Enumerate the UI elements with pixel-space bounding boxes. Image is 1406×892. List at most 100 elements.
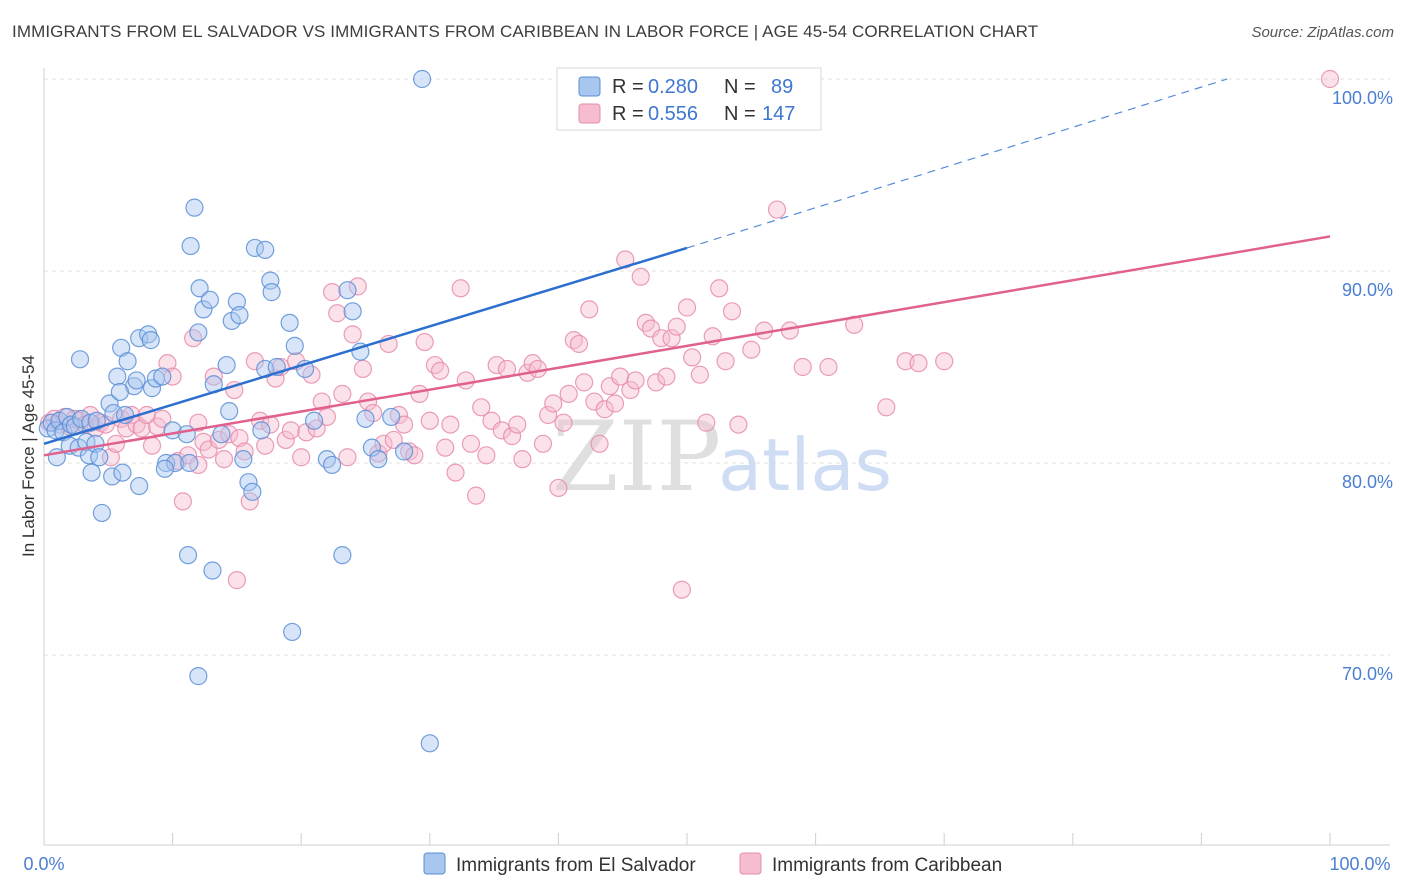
blue-point-84 <box>356 409 375 428</box>
blue-point-40 <box>166 453 185 473</box>
blue-point-45 <box>181 236 200 256</box>
watermark-atlas: atlas <box>718 423 892 507</box>
blue-point-54 <box>217 355 236 375</box>
blue-point-71 <box>283 622 302 642</box>
blue-point-49 <box>194 300 213 319</box>
pink-point-28 <box>184 329 203 348</box>
pink-point-131 <box>722 302 742 321</box>
pink-point-85 <box>477 446 496 465</box>
pink-point-110 <box>605 394 625 413</box>
blue-point-34 <box>82 463 101 482</box>
watermark-zip: ZIP <box>552 401 721 513</box>
legend-swatch-blue <box>578 76 601 97</box>
blue-point-78 <box>343 302 362 321</box>
pink-point-77 <box>436 438 455 457</box>
blue-point-81 <box>369 450 388 469</box>
legend-n-label-1: N = <box>724 76 756 98</box>
blue-point-88 <box>92 503 111 523</box>
blue-point-37 <box>130 476 149 496</box>
blue-point-43 <box>178 546 198 565</box>
pink-point-92 <box>513 450 532 469</box>
pink-point-73 <box>415 332 434 352</box>
blue-point-46 <box>180 453 199 473</box>
legend-n-value-1: 89 <box>771 76 793 98</box>
legend: R = 0.280 N = 89 R = 0.556 N = 147 <box>556 67 822 131</box>
blue-point-47 <box>190 279 209 298</box>
blue-point-52 <box>203 561 222 580</box>
blue-point-44 <box>185 198 204 217</box>
blue-point-83 <box>394 442 414 461</box>
pink-point-138 <box>819 357 838 377</box>
blue-point-75 <box>322 455 342 475</box>
blue-point-66 <box>262 283 281 302</box>
pink-point-74 <box>420 411 439 430</box>
pink-point-81 <box>456 371 475 390</box>
pink-point-34 <box>214 450 234 469</box>
legend-box <box>556 67 822 131</box>
blue-point-82 <box>382 407 401 427</box>
blue-point-53 <box>212 425 231 444</box>
blue-point-60 <box>239 473 258 492</box>
pink-point-23 <box>158 354 177 373</box>
blue-point-24 <box>146 369 165 388</box>
pink-point-146 <box>1320 69 1340 89</box>
pink-point-38 <box>235 442 254 461</box>
pink-point-57 <box>333 384 352 403</box>
blue-point-69 <box>280 313 299 332</box>
pink-point-79 <box>446 463 465 482</box>
blue-trend-line-extension <box>686 78 1228 249</box>
pink-point-133 <box>742 340 761 359</box>
pink-point-107 <box>590 434 609 453</box>
pink-point-113 <box>621 380 640 400</box>
blue-point-77 <box>338 281 357 300</box>
blue-point-86 <box>420 734 439 753</box>
pink-point-122 <box>667 317 686 336</box>
blue-point-29 <box>130 329 149 348</box>
pink-point-129 <box>710 279 729 298</box>
pink-point-105 <box>580 300 599 319</box>
pink-point-26 <box>173 492 192 511</box>
series-caribbean-points <box>40 69 1340 599</box>
blue-point-63 <box>252 421 271 440</box>
pink-point-130 <box>716 352 735 371</box>
bottom-legend-swatch-blue <box>423 852 446 875</box>
pink-point-84 <box>472 398 491 417</box>
blue-point-28 <box>118 352 137 371</box>
legend-r-value-1: 0.280 <box>648 76 698 98</box>
pink-point-137 <box>793 357 812 377</box>
pink-point-145 <box>189 413 208 432</box>
pink-point-118 <box>647 373 666 392</box>
blue-point-14 <box>90 448 109 467</box>
pink-point-61 <box>353 359 373 379</box>
y-axis-label: In Labor Force | Age 45-54 <box>19 355 38 557</box>
pink-trend-line <box>43 235 1331 457</box>
blue-point-70 <box>285 336 304 355</box>
blue-point-22 <box>127 371 146 390</box>
pink-point-60 <box>348 277 367 296</box>
pink-point-37 <box>230 428 249 448</box>
bottom-legend-swatch-pink <box>739 852 762 875</box>
pink-point-67 <box>384 430 403 450</box>
pink-point-55 <box>322 283 342 302</box>
source-credit: Source: ZipAtlas.com <box>1251 24 1394 41</box>
y-tick-label-70: 70.0% <box>1342 664 1393 684</box>
blue-point-18 <box>100 394 119 413</box>
legend-r-label-1: R = <box>612 76 644 98</box>
pink-point-76 <box>430 361 450 380</box>
blue-point-15 <box>72 409 91 428</box>
blue-point-25 <box>153 367 172 386</box>
legend-r-label-2: R = <box>612 103 644 125</box>
legend-n-value-2: 147 <box>762 103 795 125</box>
blue-point-16 <box>81 413 100 432</box>
y-tick-label-80: 80.0% <box>1342 472 1393 492</box>
pink-point-46 <box>276 430 295 450</box>
pink-point-104 <box>575 373 594 392</box>
blue-point-57 <box>227 292 246 311</box>
pink-point-82 <box>461 434 481 453</box>
pink-point-59 <box>343 325 362 344</box>
blue-point-31 <box>141 331 160 350</box>
pink-point-121 <box>662 329 681 348</box>
bottom-legend-label-caribbean: Immigrants from Caribbean <box>772 855 1002 876</box>
pink-point-91 <box>508 415 527 434</box>
